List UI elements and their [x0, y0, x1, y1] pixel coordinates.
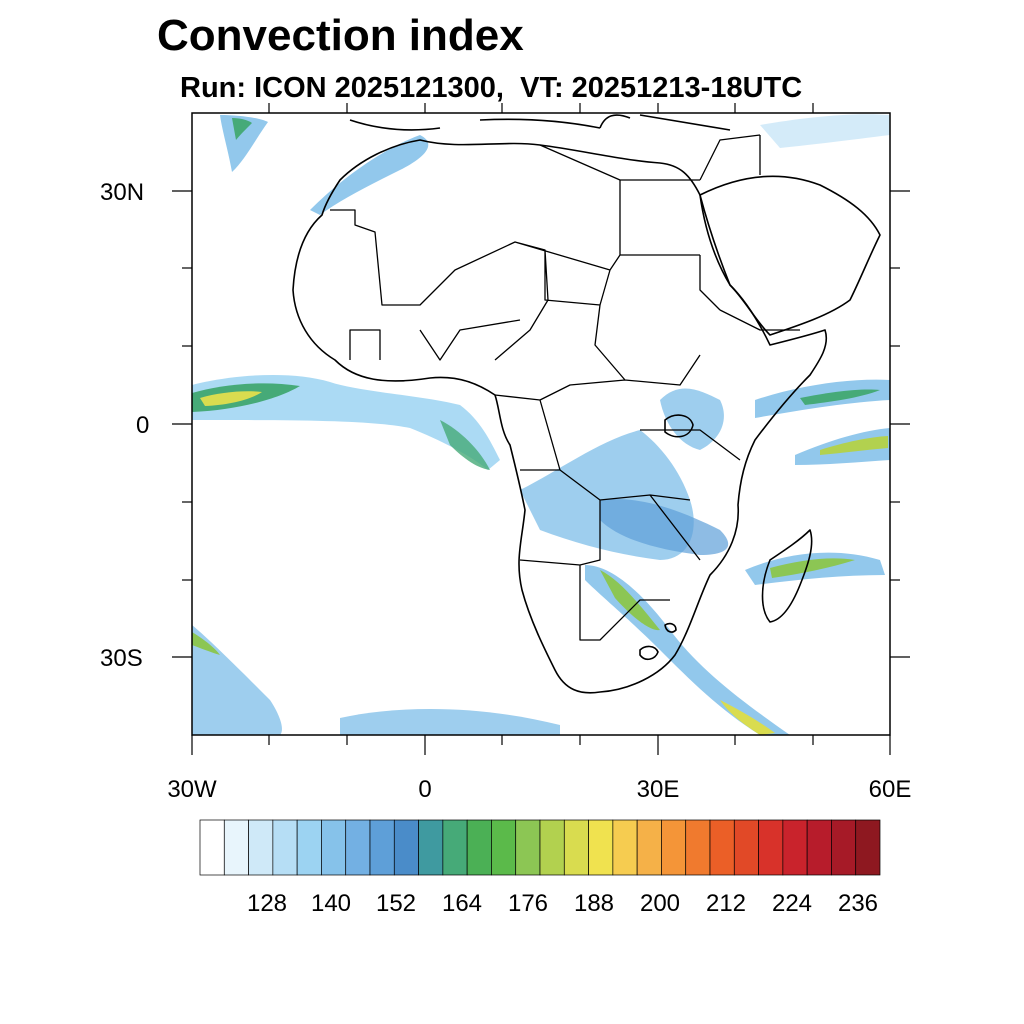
colorbar-swatch: [442, 819, 468, 876]
colorbar-label: 200: [639, 890, 681, 917]
colorbar-label: 140: [310, 890, 352, 917]
colorbar-label: 128: [246, 890, 288, 917]
country-borders: [330, 134, 800, 641]
mediterranean-coast: [349, 114, 731, 131]
colorbar-swatch: [393, 819, 419, 876]
colorbar-swatch: [806, 819, 832, 876]
colorbar-swatch: [223, 819, 249, 876]
convection-area-gulf-guinea: [440, 420, 490, 470]
lake-victoria: [664, 414, 694, 438]
convection-peak-se-africa: [720, 700, 775, 735]
lon-label-0: 0: [418, 776, 432, 803]
convection-area-east-africa: [660, 388, 724, 450]
arabian-coastline: [699, 175, 881, 336]
madagascar-coastline: [761, 529, 813, 623]
colorbar-swatch: [248, 819, 274, 876]
page-title: Convection index: [157, 11, 524, 60]
colorbar-swatch: [491, 819, 517, 876]
lat-label-0: 0: [136, 412, 150, 439]
colorbar-label: 164: [441, 890, 483, 917]
convection-core-south-atlantic-west: [192, 632, 220, 655]
axis-ticks: [172, 103, 910, 755]
colorbar-swatch: [685, 819, 711, 876]
africa-coastline: [292, 139, 828, 694]
colorbar-label: 224: [771, 890, 813, 917]
colorbar-swatch: [539, 819, 565, 876]
colorbar-swatch: [466, 819, 492, 876]
colorbar-label: 212: [705, 890, 747, 917]
colorbar-swatch: [758, 819, 784, 876]
colorbar-swatch: [782, 819, 808, 876]
lon-label-30e: 30E: [636, 776, 680, 803]
colorbar-label: 236: [837, 890, 879, 917]
colorbar-swatch: [636, 819, 662, 876]
colorbar-swatch: [321, 819, 347, 876]
colorbar-label: 176: [507, 890, 549, 917]
convection-core-indian-east: [820, 436, 888, 455]
colorbar-label: 188: [573, 890, 615, 917]
colorbar-swatch: [418, 819, 444, 876]
lon-label-60e: 60E: [868, 776, 912, 803]
colorbar-label: 152: [375, 890, 417, 917]
run-subtitle: Run: ICON 2025121300, VT: 20251213-18UTC: [180, 72, 803, 104]
lat-label-30s: 30S: [100, 645, 143, 672]
convection-core-northwest-atlantic: [232, 118, 252, 140]
lat-label-30n: 30N: [100, 179, 145, 206]
colorbar-swatch: [296, 819, 322, 876]
colorbar-swatch: [199, 819, 225, 876]
colorbar-swatch: [515, 819, 541, 876]
colorbar-swatch: [733, 819, 759, 876]
colorbar-swatch: [369, 819, 395, 876]
colorbar-swatch: [831, 819, 857, 876]
convection-core-madagascar: [770, 558, 855, 578]
convection-area-south-central: [600, 499, 729, 555]
colorbar-swatch: [272, 819, 298, 876]
convection-core-se-africa: [600, 570, 660, 631]
convection-area-south-atlantic-band: [340, 708, 560, 735]
colorbar-swatch: [709, 819, 735, 876]
colorbar-swatch: [661, 819, 687, 876]
lon-label-30w: 30W: [167, 776, 217, 803]
colorbar-swatch: [612, 819, 638, 876]
colorbar-swatch: [345, 819, 371, 876]
convection-area-mediterranean: [760, 114, 890, 148]
colorbar-swatch: [855, 819, 881, 876]
convection-core-indian-north: [800, 389, 880, 405]
colorbar-swatch: [588, 819, 614, 876]
convection-area-morocco: [310, 135, 429, 215]
convection-peak-atlantic-itcz: [200, 391, 262, 406]
convection-area-northwest-atlantic: [220, 115, 268, 172]
lesotho-border: [639, 645, 659, 661]
eswatini-border: [664, 622, 677, 633]
convection-field: [192, 114, 890, 735]
colorbar-swatch: [563, 819, 589, 876]
coastlines-borders: [292, 114, 881, 694]
